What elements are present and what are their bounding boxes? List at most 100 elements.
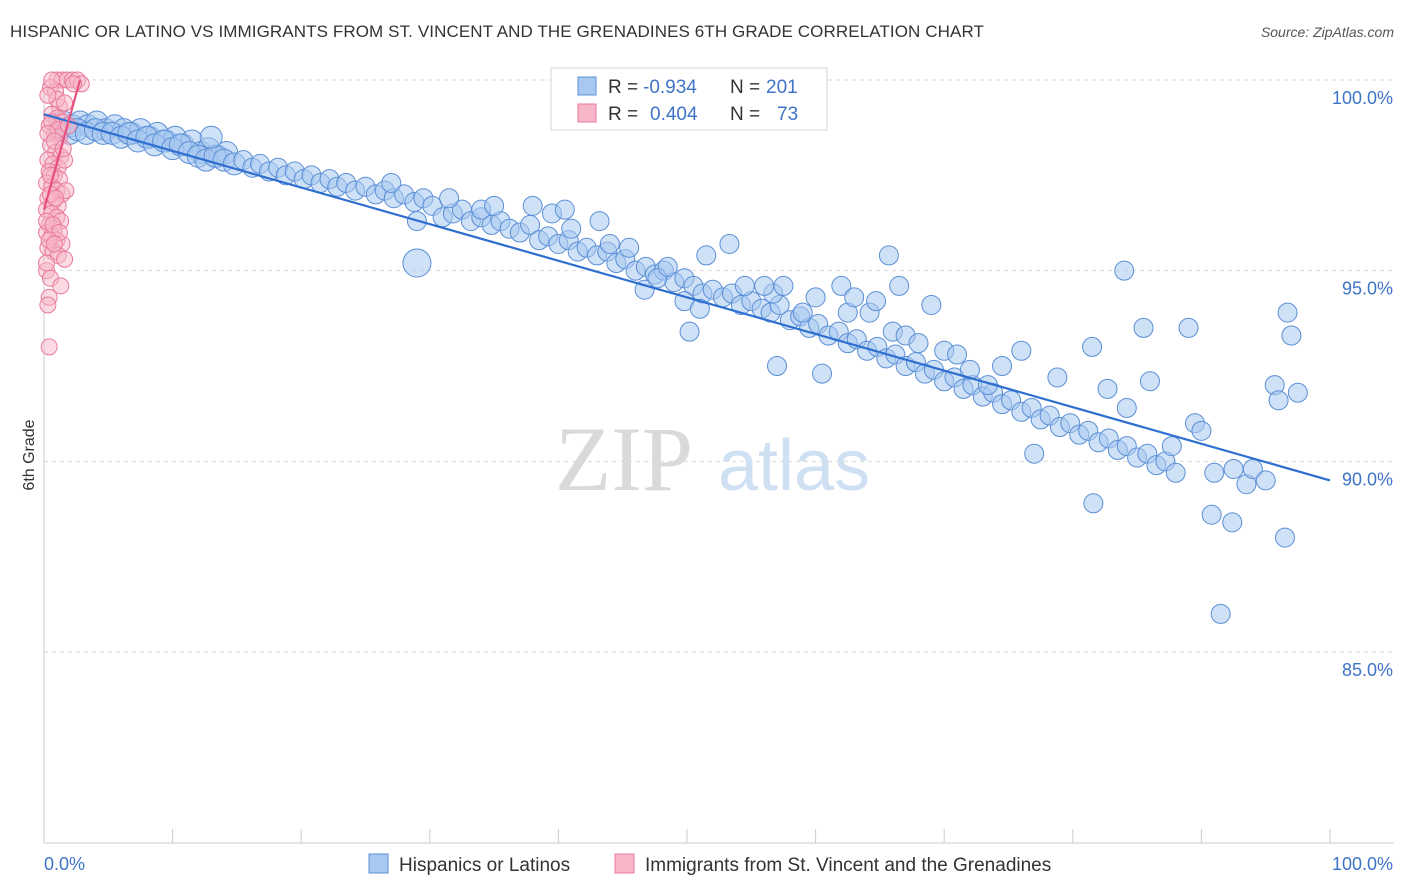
blue-point-155 — [657, 256, 678, 277]
tick-labels: 100.0% 95.0% 90.0% 85.0% 0.0% 100.0% — [44, 88, 1393, 874]
pink-point-51 — [39, 296, 57, 314]
blue-point-188 — [1161, 436, 1182, 457]
blue-point-201 — [1114, 260, 1135, 281]
stats-legend: R = -0.934 N = 201 R = 0.404 N = 73 — [550, 67, 828, 131]
stats-n-label-blue: N = — [730, 77, 760, 98]
y-tick-label-0: 100.0% — [1332, 88, 1393, 108]
blue-point-204 — [1277, 302, 1298, 323]
legend-swatch-blue[interactable] — [368, 853, 389, 874]
blue-point-196 — [1255, 470, 1276, 491]
blue-point-205 — [1201, 504, 1222, 525]
blue-point-179 — [947, 344, 968, 365]
blue-point-150 — [589, 211, 610, 232]
blue-point-182 — [1011, 340, 1032, 361]
blue-point-139 — [1165, 462, 1186, 483]
chart-title: HISPANIC OR LATINO VS IMMIGRANTS FROM ST… — [10, 22, 985, 41]
legend-label-blue[interactable]: Hispanics or Latinos — [399, 855, 570, 876]
blue-point-167 — [831, 275, 852, 296]
blue-point-176 — [908, 333, 929, 354]
blue-point-141 — [381, 172, 402, 193]
stats-r-label-blue: R = — [608, 77, 638, 98]
blue-point-185 — [1097, 378, 1118, 399]
blue-point-186 — [1116, 397, 1137, 418]
blue-point-172 — [878, 245, 899, 266]
blue-point-184 — [1082, 336, 1103, 357]
source-credit: Source: ZipAtlas.com — [1260, 24, 1394, 40]
stats-r-value-pink: 0.404 — [650, 104, 698, 125]
blue-point-165 — [792, 302, 813, 323]
blue-point-192 — [1223, 458, 1244, 479]
blue-point-209 — [767, 356, 788, 376]
x-tick-label-1: 100.0% — [1332, 854, 1393, 874]
blue-point-146 — [522, 195, 543, 216]
pink-point-70 — [56, 94, 74, 112]
blue-point-208 — [1210, 603, 1231, 624]
blue-point-154 — [599, 233, 620, 254]
series-legend: Hispanics or Latinos Immigrants from St.… — [368, 853, 1051, 876]
y-tick-label-2: 90.0% — [1342, 469, 1393, 489]
trend-lines — [42, 79, 1331, 482]
blue-point-191 — [1204, 462, 1225, 483]
watermark-zip: ZIP — [555, 408, 693, 510]
blue-point-large — [402, 248, 432, 278]
blue-point-180 — [959, 359, 980, 380]
pink-point-66 — [38, 254, 56, 272]
blue-point-161 — [734, 275, 755, 296]
blue-point-143 — [439, 188, 460, 209]
series-st-vincent-immigrants — [38, 71, 90, 356]
blue-point-164 — [754, 275, 775, 296]
x-tick-label-0: 0.0% — [44, 854, 85, 874]
blue-point-160 — [696, 245, 717, 266]
blue-point-203 — [1178, 317, 1199, 338]
blue-point-177 — [921, 294, 942, 315]
blue-point-145 — [484, 195, 505, 216]
blue-point-206 — [1222, 512, 1243, 533]
blue-point-171 — [866, 291, 887, 312]
pink-point-68 — [39, 86, 57, 104]
blue-point-212 — [1024, 443, 1045, 464]
blue-point-140 — [199, 125, 223, 149]
blue-point-183 — [1047, 367, 1068, 388]
pink-point-52 — [40, 338, 58, 356]
blue-point-148 — [554, 199, 575, 220]
stats-swatch-pink — [577, 103, 597, 123]
stats-n-label-pink: N = — [730, 104, 760, 125]
y-axis-title: 6th Grade — [21, 419, 38, 490]
watermark-atlas: atlas — [718, 426, 870, 506]
blue-point-159 — [679, 321, 700, 342]
legend-label-pink[interactable]: Immigrants from St. Vincent and the Gren… — [645, 855, 1051, 876]
blue-point-158 — [719, 233, 740, 254]
pink-point-65 — [45, 235, 63, 253]
trend-line-pink — [42, 79, 82, 210]
blue-point-207 — [1274, 527, 1295, 548]
y-tick-label-1: 95.0% — [1342, 279, 1393, 299]
stats-n-value-blue: 201 — [766, 77, 798, 98]
pink-point-49 — [52, 277, 70, 295]
trend-line-blue — [43, 113, 1331, 482]
watermark: ZIP atlas — [555, 408, 870, 510]
blue-point-151 — [619, 237, 640, 258]
blue-point-187 — [1139, 371, 1160, 392]
blue-point-210 — [812, 363, 833, 384]
blue-point-199 — [1281, 325, 1302, 346]
pink-point-69 — [43, 71, 61, 89]
blue-point-202 — [1133, 317, 1154, 338]
series-hispanics-or-latinos — [47, 110, 1308, 624]
blue-point-181 — [992, 356, 1013, 376]
blue-point-174 — [889, 275, 910, 296]
legend-swatch-pink[interactable] — [614, 853, 635, 874]
stats-legend-frame — [550, 67, 828, 131]
pink-point-46 — [56, 250, 74, 268]
blue-point-166 — [805, 287, 826, 308]
stats-r-label-pink: R = — [608, 104, 638, 125]
blue-point-200 — [1083, 493, 1104, 514]
blue-point-163 — [773, 275, 794, 296]
pink-point-60 — [47, 189, 65, 207]
stats-n-value-pink: 73 — [777, 104, 798, 125]
blue-point-190 — [1191, 420, 1212, 441]
blue-point-169 — [844, 287, 865, 308]
blue-point-157 — [689, 298, 710, 319]
blue-point-197 — [1268, 390, 1289, 411]
axes — [43, 78, 1394, 844]
